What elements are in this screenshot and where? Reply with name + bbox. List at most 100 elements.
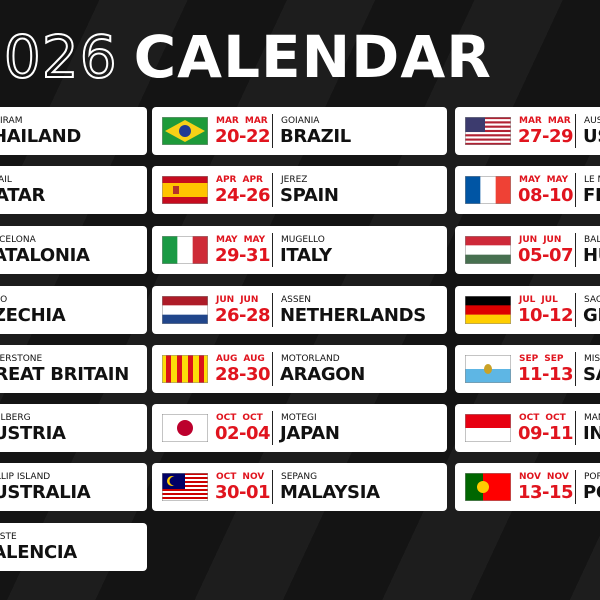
circuit: LUSAIL xyxy=(0,175,12,185)
dates: 29-31 xyxy=(215,245,271,266)
country: AUSTRIA xyxy=(0,423,66,444)
end-month: APR xyxy=(242,175,264,185)
circuit: PORTIMAO xyxy=(584,472,600,482)
divider xyxy=(575,293,576,327)
flag xyxy=(162,176,208,204)
circuit: MUGELLO xyxy=(281,235,325,245)
race-card: SPIELBERGAUSTRIA xyxy=(0,404,147,452)
country: SPAIN xyxy=(280,185,339,206)
circuit: BRNO xyxy=(0,295,8,305)
title-text: CALENDAR xyxy=(133,23,492,91)
months: OCT OCT xyxy=(216,413,263,423)
start-month: JUL xyxy=(519,295,536,305)
end-month: MAY xyxy=(546,175,569,185)
start-month: MAR xyxy=(216,116,239,126)
months: OCT OCT xyxy=(519,413,566,423)
months: SEP SEP xyxy=(519,354,563,364)
start-month: OCT xyxy=(519,413,540,423)
divider xyxy=(272,233,273,267)
divider xyxy=(272,352,273,386)
country: CATALONIA xyxy=(0,245,90,266)
flag xyxy=(465,473,511,501)
circuit: ASSEN xyxy=(281,295,312,305)
dates: 24-26 xyxy=(215,185,271,206)
country: QATAR xyxy=(0,185,46,206)
country: NETHERLANDS xyxy=(280,305,426,326)
circuit: MANDALIKA xyxy=(584,413,600,423)
circuit: SEPANG xyxy=(281,472,318,482)
flag xyxy=(465,176,511,204)
country: GREAT BRITAIN xyxy=(0,364,129,385)
months: JUN JUN xyxy=(216,295,258,305)
months: JUN JUN xyxy=(519,235,561,245)
start-month: MAR xyxy=(519,116,542,126)
dates: 09-11 xyxy=(518,423,574,444)
flag xyxy=(162,473,208,501)
country: GERMANY xyxy=(583,305,600,326)
start-month: OCT xyxy=(216,413,237,423)
country: VALENCIA xyxy=(0,542,77,563)
flag xyxy=(162,355,208,383)
divider xyxy=(272,411,273,445)
start-month: JUN xyxy=(519,235,538,245)
months: NOV NOV xyxy=(519,472,569,482)
circuit: SPIELBERG xyxy=(0,413,31,423)
flag xyxy=(465,296,511,324)
flag xyxy=(465,355,511,383)
dates: 30-01 xyxy=(215,482,271,503)
end-month: MAR xyxy=(547,116,571,126)
circuit: BARCELONA xyxy=(0,235,36,245)
circuit: CHESTE xyxy=(0,532,17,542)
dates: 13-15 xyxy=(518,482,574,503)
end-month: JUN xyxy=(240,295,259,305)
country: HUNGARY xyxy=(583,245,600,266)
start-month: JUN xyxy=(216,295,235,305)
circuit: AUSTIN xyxy=(584,116,600,126)
country: JAPAN xyxy=(280,423,340,444)
months: MAY MAY xyxy=(519,175,568,185)
months: MAY MAY xyxy=(216,235,265,245)
start-month: APR xyxy=(216,175,237,185)
race-card: BARCELONACATALONIA xyxy=(0,226,147,274)
months: OCT NOV xyxy=(216,472,264,482)
flag xyxy=(162,236,208,264)
circuit: GOIANIA xyxy=(281,116,320,126)
flag xyxy=(465,414,511,442)
race-card: MAR MAR 20-22 GOIANIA BRAZIL xyxy=(152,107,447,155)
country: PORTUGAL xyxy=(583,482,600,503)
race-card: JUN JUN 26-28 ASSEN NETHERLANDS xyxy=(152,286,447,334)
circuit: MOTORLAND xyxy=(281,354,340,364)
divider xyxy=(272,470,273,504)
flag xyxy=(162,296,208,324)
circuit: LE MANS xyxy=(584,175,600,185)
dates: 08-10 xyxy=(518,185,574,206)
divider xyxy=(272,114,273,148)
flag xyxy=(465,236,511,264)
race-card: CHESTEVALENCIA xyxy=(0,523,147,571)
country: INDONESIA xyxy=(583,423,600,444)
divider xyxy=(575,352,576,386)
start-month: MAY xyxy=(216,235,238,245)
country: THAILAND xyxy=(0,126,81,147)
dates: 28-30 xyxy=(215,364,271,385)
race-card: PHILLIP ISLANDAUSTRALIA xyxy=(0,463,147,511)
end-month: NOV xyxy=(242,472,265,482)
race-card: BRNOCZECHIA xyxy=(0,286,147,334)
start-month: NOV xyxy=(519,472,541,482)
country: CZECHIA xyxy=(0,305,66,326)
race-card: APR APR 24-26 JEREZ SPAIN xyxy=(152,166,447,214)
months: MAR MAR xyxy=(519,116,571,126)
end-month: SEP xyxy=(544,354,564,364)
end-month: OCT xyxy=(242,413,263,423)
dates: 11-13 xyxy=(518,364,574,385)
end-month: AUG xyxy=(243,354,265,364)
divider xyxy=(575,173,576,207)
race-card: AUG AUG 28-30 MOTORLAND ARAGON xyxy=(152,345,447,393)
race-card: BURIRAMTHAILAND xyxy=(0,107,147,155)
